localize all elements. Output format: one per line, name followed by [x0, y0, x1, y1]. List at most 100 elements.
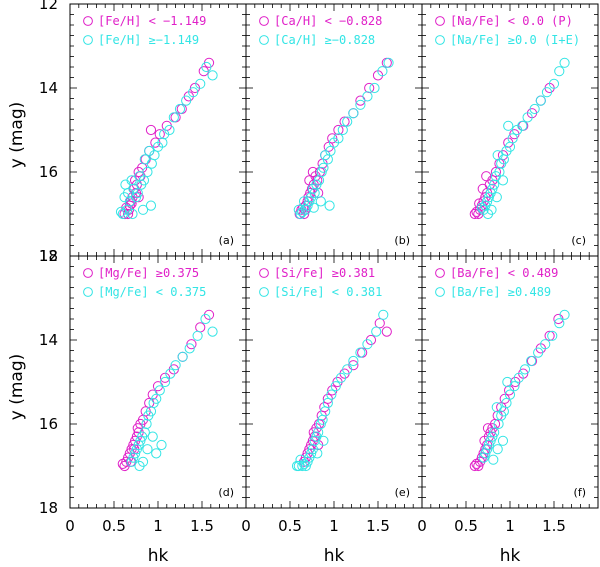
- legend-marker: [83, 35, 93, 45]
- data-point-cyan: [491, 402, 502, 413]
- data-point-cyan: [295, 454, 306, 465]
- x-tick-label: 0: [241, 517, 251, 535]
- data-point-cyan: [355, 347, 366, 358]
- panel-label: (b): [394, 234, 410, 247]
- data-point-cyan: [492, 150, 503, 161]
- legend-marker: [435, 16, 445, 26]
- data-point-cyan: [318, 435, 329, 446]
- panel-label: (d): [218, 486, 234, 499]
- panel-2: [Ca/H] < −0.828 [Ca/H] ≥−0.828 (b): [245, 3, 423, 257]
- x-tick-label: 0.5: [278, 517, 302, 535]
- panel-1: 12 14 16 18 [Fe/H] < −1.149 [Fe/H] ≥−1.149 (a): [39, 0, 247, 265]
- data-point-cyan: [378, 309, 389, 320]
- data-point-magenta: [122, 208, 134, 220]
- data-point-cyan: [120, 179, 131, 190]
- data-point-cyan: [513, 372, 524, 383]
- data-point-cyan: [181, 95, 192, 106]
- data-point-cyan: [369, 82, 380, 94]
- legend-label: [Si/Fe] ≥0.381: [274, 266, 375, 280]
- data-point-cyan: [559, 57, 570, 68]
- panel-label: (e): [395, 486, 410, 499]
- data-point-cyan: [312, 448, 323, 459]
- y-tick-label: 18: [39, 247, 58, 265]
- data-point-cyan: [154, 385, 165, 396]
- data-point-cyan: [308, 202, 319, 213]
- data-point-cyan: [307, 183, 318, 194]
- panel-3: [Na/Fe] < 0.0 (P) [Na/Fe] ≥0.0 (I+E) (c): [421, 3, 599, 257]
- data-point-cyan: [519, 364, 531, 375]
- data-point-cyan: [142, 444, 153, 455]
- data-point-magenta: [481, 171, 492, 182]
- legend-marker: [259, 35, 269, 45]
- x-tick-label: 1: [505, 517, 515, 535]
- x-tick-label: 0.5: [102, 517, 126, 535]
- data-point-cyan: [152, 141, 164, 152]
- x-axis-label-3: hk: [500, 546, 521, 566]
- x-tick-label: 0.5: [454, 517, 478, 535]
- panel-label: (c): [571, 234, 586, 247]
- data-point-cyan: [146, 158, 157, 169]
- legend-label: [Mg/Fe] ≥0.375: [98, 266, 199, 280]
- data-point-cyan: [540, 339, 551, 350]
- data-point-cyan: [497, 435, 509, 446]
- data-point-cyan: [348, 355, 359, 367]
- legend-marker: [83, 16, 93, 26]
- legend-marker: [259, 16, 269, 26]
- data-point-magenta: [195, 322, 206, 333]
- data-point-magenta: [469, 208, 480, 220]
- data-point-cyan: [522, 112, 533, 123]
- data-point-cyan: [207, 326, 218, 337]
- data-point-cyan: [134, 171, 145, 182]
- data-point-cyan: [177, 351, 188, 362]
- data-point-cyan: [330, 381, 341, 392]
- data-point-cyan: [159, 129, 170, 140]
- data-point-cyan: [144, 145, 155, 157]
- data-point-cyan: [141, 418, 152, 430]
- data-point-cyan: [297, 460, 308, 472]
- legend-marker: [259, 268, 269, 278]
- data-point-cyan: [547, 330, 558, 341]
- legend-label: [Si/Fe] < 0.381: [274, 285, 382, 299]
- data-point-cyan: [559, 309, 570, 320]
- data-point-cyan: [476, 202, 487, 213]
- data-point-cyan: [355, 99, 366, 110]
- data-point-cyan: [136, 179, 147, 190]
- panel-label: (a): [219, 234, 234, 247]
- panel-5: 0 0.5 1 1.5 [Si/Fe] ≥0.381 [Si/Fe] < 0.381 (e): [241, 255, 423, 535]
- legend-label: [Mg/Fe] < 0.375: [98, 285, 206, 299]
- x-tick-label: 1: [153, 517, 163, 535]
- data-point-magenta: [381, 326, 392, 337]
- legend-label: [Na/Fe] < 0.0 (P): [450, 14, 573, 28]
- data-point-cyan: [201, 61, 212, 73]
- data-point-cyan: [147, 431, 158, 442]
- data-point-cyan: [503, 120, 514, 131]
- data-point-cyan: [142, 166, 153, 178]
- data-point-cyan: [139, 154, 150, 165]
- data-point-magenta: [374, 318, 385, 329]
- data-point-cyan: [159, 376, 171, 388]
- data-point-cyan: [328, 137, 340, 148]
- y-axis-label-bottom: y (mag): [7, 354, 27, 421]
- legend-label: [Fe/H] < −1.149: [98, 14, 206, 28]
- x-axis-label-1: hk: [148, 546, 169, 566]
- x-tick-label: 1.5: [366, 517, 390, 535]
- data-point-cyan: [496, 158, 507, 169]
- data-point-magenta: [469, 460, 480, 472]
- data-point-cyan: [377, 66, 388, 77]
- data-point-cyan: [541, 87, 553, 98]
- legend-label: [Ba/Fe] ≥0.489: [450, 285, 551, 299]
- data-point-cyan: [478, 452, 489, 463]
- data-point-cyan: [165, 368, 176, 379]
- data-point-cyan: [143, 410, 154, 421]
- data-point-cyan: [297, 206, 308, 217]
- data-point-cyan: [493, 418, 504, 430]
- data-point-cyan: [137, 204, 149, 215]
- data-point-cyan: [529, 103, 540, 115]
- data-point-magenta: [364, 82, 375, 94]
- data-point-cyan: [207, 70, 218, 81]
- data-point-magenta: [339, 116, 350, 127]
- data-point-cyan: [188, 87, 199, 98]
- data-point-cyan: [491, 192, 502, 203]
- data-point-cyan: [554, 318, 565, 329]
